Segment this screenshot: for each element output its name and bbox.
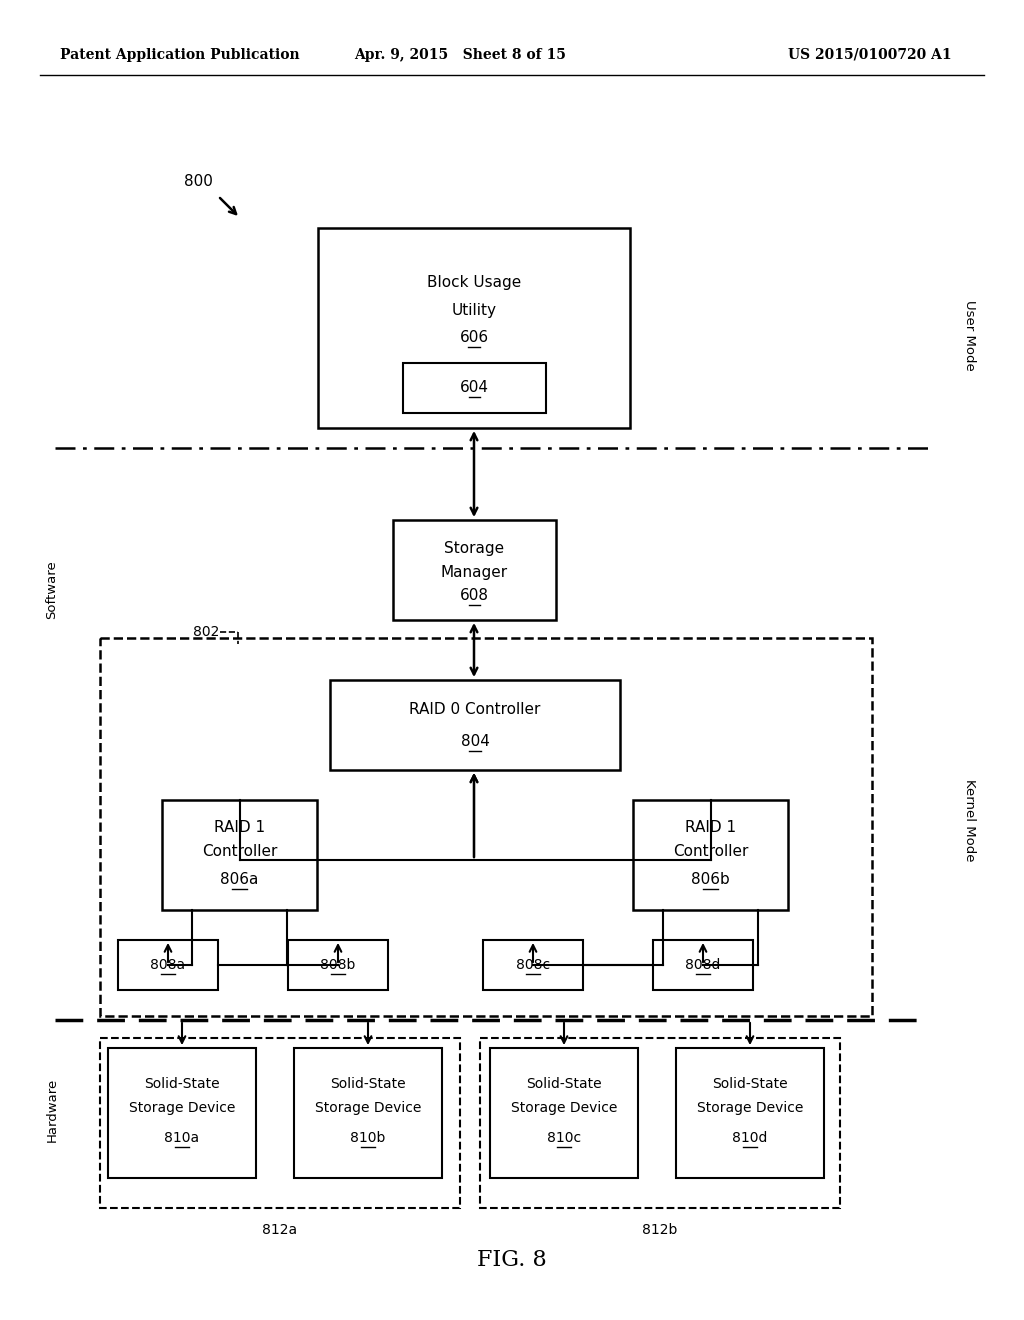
Bar — [288, 940, 388, 990]
Text: 812b: 812b — [642, 1224, 678, 1237]
Bar — [403, 363, 546, 413]
Text: 812a: 812a — [262, 1224, 298, 1237]
Text: 808a: 808a — [151, 958, 185, 972]
Text: Patent Application Publication: Patent Application Publication — [60, 48, 300, 62]
Bar — [162, 800, 317, 909]
Text: RAID 1: RAID 1 — [685, 821, 736, 836]
Text: 800: 800 — [183, 174, 212, 190]
Text: 608: 608 — [460, 589, 489, 603]
Bar — [480, 1038, 840, 1208]
Text: 808b: 808b — [321, 958, 355, 972]
Bar — [653, 940, 753, 990]
Text: 804: 804 — [461, 734, 489, 750]
Text: Utility: Utility — [452, 302, 497, 318]
Text: Storage Device: Storage Device — [129, 1101, 236, 1115]
Bar — [490, 1048, 638, 1177]
Text: 806a: 806a — [220, 873, 259, 887]
Text: Kernel Mode: Kernel Mode — [964, 779, 977, 861]
Bar — [330, 680, 620, 770]
Text: Solid-State: Solid-State — [526, 1077, 602, 1092]
Text: User Mode: User Mode — [964, 300, 977, 371]
Text: 810d: 810d — [732, 1131, 768, 1144]
Text: 808d: 808d — [685, 958, 721, 972]
Text: Manager: Manager — [441, 565, 508, 579]
Bar — [100, 638, 872, 1016]
Text: Hardware: Hardware — [45, 1078, 58, 1142]
Text: 802: 802 — [193, 624, 219, 639]
Text: Software: Software — [45, 561, 58, 619]
Bar — [676, 1048, 824, 1177]
Bar — [318, 228, 630, 428]
Text: Controller: Controller — [202, 845, 278, 859]
Text: US 2015/0100720 A1: US 2015/0100720 A1 — [788, 48, 952, 62]
Text: Solid-State: Solid-State — [712, 1077, 787, 1092]
Bar — [108, 1048, 256, 1177]
Text: 810b: 810b — [350, 1131, 386, 1144]
Bar — [483, 940, 583, 990]
Text: RAID 1: RAID 1 — [214, 821, 265, 836]
Text: Storage Device: Storage Device — [511, 1101, 617, 1115]
Text: Apr. 9, 2015   Sheet 8 of 15: Apr. 9, 2015 Sheet 8 of 15 — [354, 48, 566, 62]
Text: 604: 604 — [460, 380, 489, 396]
Text: 810a: 810a — [165, 1131, 200, 1144]
Text: 606: 606 — [460, 330, 488, 346]
Text: RAID 0 Controller: RAID 0 Controller — [410, 702, 541, 718]
Text: 810c: 810c — [547, 1131, 581, 1144]
Text: Controller: Controller — [673, 845, 749, 859]
Text: FIG. 8: FIG. 8 — [477, 1249, 547, 1271]
Text: Storage Device: Storage Device — [696, 1101, 803, 1115]
Bar — [100, 1038, 460, 1208]
Text: 806b: 806b — [691, 873, 730, 887]
Text: 808c: 808c — [516, 958, 550, 972]
Text: Block Usage: Block Usage — [427, 276, 521, 290]
Text: Solid-State: Solid-State — [330, 1077, 406, 1092]
Text: Storage: Storage — [444, 540, 505, 556]
Bar — [393, 520, 556, 620]
Text: Solid-State: Solid-State — [144, 1077, 220, 1092]
Bar — [294, 1048, 442, 1177]
Text: Storage Device: Storage Device — [314, 1101, 421, 1115]
Bar — [118, 940, 218, 990]
Bar — [633, 800, 788, 909]
